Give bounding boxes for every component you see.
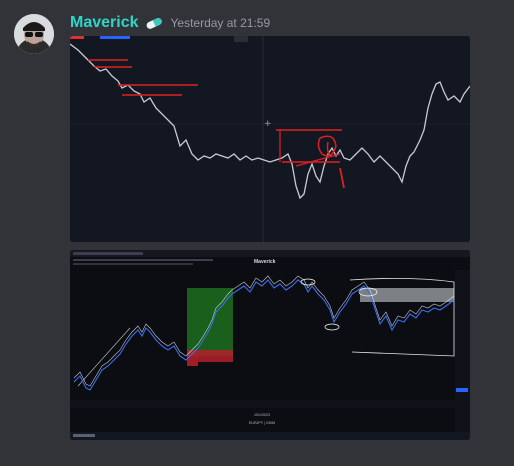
chart-image-attachment-1[interactable]: + [70, 36, 470, 242]
chart-center-caption: EURJPY | 240M [249, 421, 275, 425]
pill-icon [145, 17, 163, 29]
message-header: Maverick Yesterday at 21:59 [70, 13, 270, 33]
chart-image-icon: Maverick 10/1/2023 EURJPY | 240M [70, 250, 470, 440]
username[interactable]: Maverick [70, 14, 139, 31]
chart-image-attachment-2[interactable]: Maverick 10/1/2023 EURJPY | 240M [70, 250, 470, 440]
avatar-image-icon [14, 14, 54, 54]
timestamp: Yesterday at 21:59 [170, 16, 271, 30]
svg-text:+: + [264, 119, 272, 129]
chart-title: Maverick [254, 259, 276, 265]
chart-center-date: 10/1/2023 [254, 413, 270, 417]
user-avatar[interactable] [14, 14, 54, 54]
chart-image-annotated-red-icon: + [70, 36, 470, 242]
